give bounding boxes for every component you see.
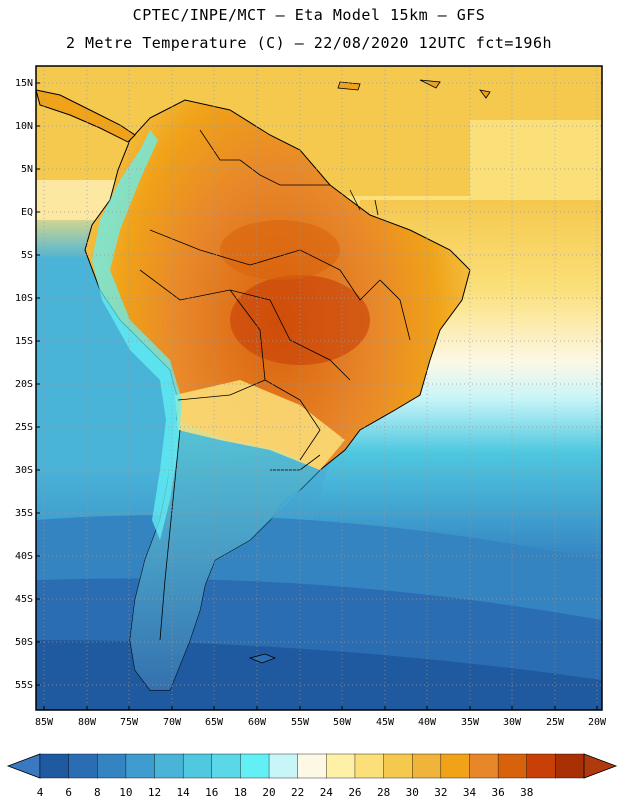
colorbar-swatch [383,753,413,779]
lat-label: EQ [21,207,33,218]
colorbar-swatch [526,753,557,779]
colorbar-swatch [182,753,213,779]
lat-label: 30S [15,465,33,476]
graticule [36,66,602,710]
colorbar-swatch [97,753,127,779]
colorbar-label: 26 [348,786,361,799]
map-title-line2: 2 Metre Temperature (C) – 22/08/2020 12U… [65,34,553,52]
colorbar-left-arrow [6,753,41,779]
lat-label: 10S [15,293,33,304]
lat-label: 40S [15,551,33,562]
lat-label: 5S [21,250,33,261]
colorbar-label: 6 [65,786,72,799]
lat-label: 35S [15,508,33,519]
colorbar-label: 34 [463,786,477,799]
central-america [36,89,136,143]
lon-label: 75W [120,717,139,728]
lon-label: 50W [333,717,352,728]
colorbar-swatch [497,753,528,779]
colorbar-swatch [125,753,156,779]
longitude-axis: 85W 80W 75W 70W 65W 60W 55W 50W 45W 40W … [35,706,607,728]
colorbar-swatch [297,753,328,779]
colorbar-swatch [469,753,499,779]
colorbar-label: 30 [406,786,419,799]
lat-label: 15S [15,336,33,347]
colorbar-right-arrow [583,753,618,779]
colorbar-swatch [555,753,585,779]
lat-label: 50S [15,637,33,648]
colorbar-label: 18 [234,786,247,799]
colorbar-label: 12 [148,786,161,799]
colorbar-label: 14 [177,786,191,799]
lat-label: 10N [15,121,33,132]
colorbar-swatch [211,753,242,779]
lat-label: 55S [15,680,33,691]
lat-label: 5N [21,164,33,175]
colorbar-label: 16 [205,786,218,799]
latitude-axis: 15N 10N 5N EQ 5S 10S 15S 20S 25S 30S 35S… [15,78,40,691]
colorbar-swatch [354,753,385,779]
lat-label: 45S [15,594,33,605]
colorbar-swatch [154,753,184,779]
colorbar-label: 20 [262,786,275,799]
map-title-line1: CPTEC/INPE/MCT – Eta Model 15km – GFS [132,6,486,24]
lon-label: 45W [376,717,395,728]
colorbar-label: 36 [491,786,504,799]
colorbar-swatch [68,753,98,779]
colorbar-swatch [39,753,70,779]
lon-label: 80W [78,717,97,728]
lon-label: 65W [205,717,224,728]
colorbar-label: 22 [291,786,304,799]
lon-label: 70W [163,717,182,728]
colorbar-label: 10 [119,786,132,799]
colorbar-swatch [326,753,356,779]
colorbar-label: 38 [520,786,533,799]
lon-label: 60W [248,717,267,728]
colorbar-label: 4 [37,786,44,799]
lon-label: 40W [418,717,437,728]
lon-label: 85W [35,717,54,728]
temperature-field [36,66,602,710]
colorbar-label: 24 [320,786,334,799]
colorbar-swatch [240,753,270,779]
lat-label: 15N [15,78,33,89]
lon-label: 55W [291,717,310,728]
colorbar-swatch [268,753,299,779]
map-frame [35,65,603,711]
colorbar-label: 8 [94,786,101,799]
lat-label: 25S [15,422,33,433]
colorbar-swatch [412,753,442,779]
colorbar-label: 32 [434,786,447,799]
colorbar-swatch [440,753,471,779]
lat-label: 20S [15,379,33,390]
country-borders [139,129,411,641]
lon-label: 30W [503,717,522,728]
colorbar: 4 6 8 10 12 14 16 18 20 22 24 26 28 30 32 34 36 38 [6,753,618,799]
lon-label: 20W [588,717,607,728]
colorbar-label: 28 [377,786,390,799]
lon-label: 25W [546,717,565,728]
lon-label: 35W [461,717,480,728]
